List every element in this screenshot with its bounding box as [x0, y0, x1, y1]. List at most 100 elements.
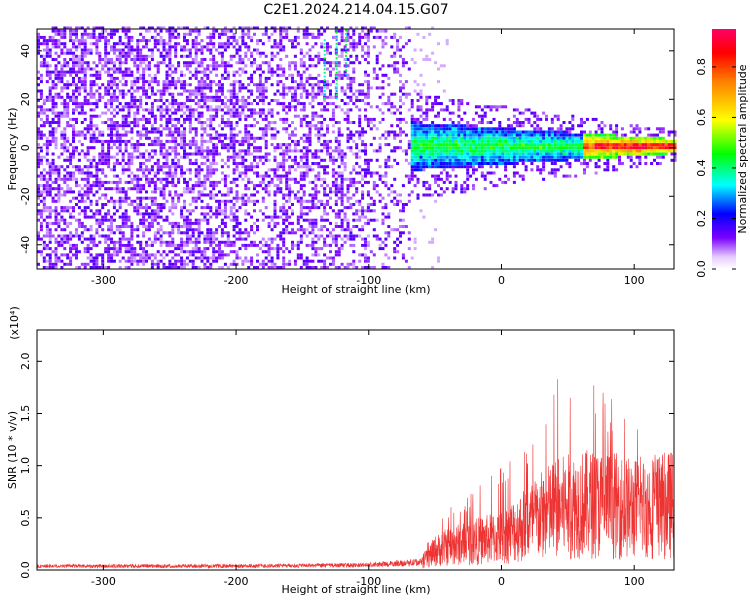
heatmap-cell: [282, 231, 286, 235]
heatmap-cell: [431, 102, 435, 106]
heatmap-cell: [293, 196, 297, 200]
heatmap-cell: [407, 162, 411, 165]
heatmap-cell: [124, 51, 128, 55]
heatmap-cell: [299, 61, 303, 65]
heatmap-cell: [139, 133, 143, 137]
heatmap-cell: [270, 133, 274, 137]
heatmap-cell: [112, 143, 116, 147]
heatmap-cell: [69, 29, 73, 33]
heatmap-cell: [384, 29, 388, 33]
heatmap-cell: [75, 108, 78, 112]
heatmap-cell: [223, 262, 227, 266]
heatmap-cell: [177, 76, 181, 80]
heatmap-cell: [282, 121, 286, 124]
heatmap-cell: [323, 133, 327, 137]
heatmap-cell: [66, 146, 70, 150]
heatmap-cell: [147, 136, 151, 140]
heatmap-cell: [142, 231, 146, 235]
heatmap-cell: [334, 105, 338, 109]
heatmap-cell: [174, 247, 178, 251]
heatmap-cell: [124, 92, 128, 96]
heatmap-cell: [45, 180, 49, 184]
heatmap-cell: [197, 231, 201, 235]
heatmap-cell: [115, 190, 119, 194]
heatmap-cell: [291, 121, 294, 124]
heatmap-cell: [194, 130, 198, 134]
heatmap-cell: [358, 124, 362, 128]
heatmap-cell: [247, 234, 251, 238]
heatmap-cell: [177, 133, 181, 137]
heatmap-cell: [66, 105, 70, 109]
heatmap-cell: [416, 124, 420, 128]
heatmap-cell: [282, 259, 286, 263]
heatmap-cell: [203, 86, 207, 90]
heatmap-cell: [422, 117, 426, 121]
heatmap-cell: [197, 266, 201, 269]
heatmap-cell: [139, 86, 143, 90]
heatmap-cell: [51, 58, 55, 61]
heatmap-cell: [317, 149, 321, 153]
heatmap-cell: [215, 64, 219, 68]
heatmap-cell: [419, 152, 423, 156]
heatmap-cell: [331, 158, 335, 162]
heatmap-cell: [288, 250, 292, 254]
heatmap-cell: [223, 105, 227, 109]
heatmap-cell: [244, 64, 248, 68]
heatmap-cell: [410, 168, 414, 172]
heatmap-cell: [185, 187, 189, 191]
heatmap-cell: [334, 158, 338, 162]
heatmap-cell: [366, 193, 370, 197]
heatmap-cell: [54, 253, 58, 257]
heatmap-cell: [250, 26, 254, 30]
heatmap-cell: [279, 143, 283, 147]
heatmap-cell: [136, 108, 140, 112]
heatmap-cell: [69, 73, 73, 77]
heatmap-cell: [378, 121, 382, 124]
heatmap-cell: [89, 127, 93, 131]
heatmap-cell: [54, 240, 58, 244]
heatmap-cell: [232, 177, 236, 181]
heatmap-cell: [320, 45, 324, 49]
heatmap-cell: [326, 80, 329, 84]
heatmap-cell: [63, 180, 67, 184]
heatmap-cell: [159, 89, 163, 93]
heatmap-cell: [232, 168, 236, 172]
heatmap-cell: [107, 209, 111, 213]
heatmap-cell: [425, 155, 429, 159]
heatmap-cell: [238, 206, 242, 210]
heatmap-cell: [174, 54, 178, 58]
heatmap-cell: [293, 105, 297, 109]
heatmap-cell: [136, 121, 140, 124]
heatmap-cell: [203, 58, 207, 61]
heatmap-cell: [261, 99, 265, 102]
heatmap-cell: [107, 99, 111, 102]
heatmap-cell: [229, 58, 233, 61]
heatmap-cell: [220, 143, 224, 147]
heatmap-cell: [331, 117, 335, 121]
heatmap-cell: [185, 240, 189, 244]
heatmap-cell: [244, 203, 248, 206]
heatmap-cell: [273, 127, 277, 131]
heatmap-cell: [372, 234, 376, 238]
heatmap-cell: [387, 215, 391, 219]
heatmap-cell: [92, 42, 96, 46]
heatmap-cell: [112, 218, 116, 222]
heatmap-cell: [288, 184, 292, 188]
heatmap-cell: [366, 92, 370, 96]
heatmap-cell: [387, 102, 391, 106]
heatmap-cell: [337, 130, 341, 134]
heatmap-cell: [200, 206, 204, 210]
heatmap-cell: [177, 259, 181, 263]
heatmap-cell: [60, 35, 64, 39]
heatmap-cell: [337, 215, 341, 219]
heatmap-cell: [185, 95, 189, 99]
heatmap-cell: [180, 146, 184, 150]
heatmap-cell: [180, 174, 184, 178]
heatmap-cell: [124, 70, 128, 74]
heatmap-cell: [112, 92, 116, 96]
heatmap-cell: [203, 130, 207, 134]
heatmap-cell: [188, 76, 192, 80]
heatmap-cell: [241, 61, 245, 65]
heatmap-cell: [37, 209, 40, 213]
heatmap-cell: [203, 92, 207, 96]
